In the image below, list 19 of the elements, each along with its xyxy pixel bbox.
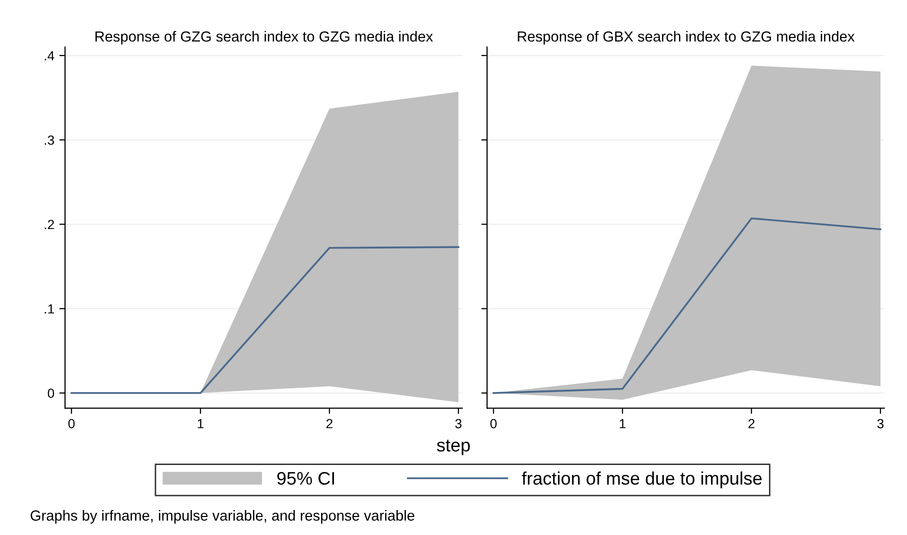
x-tick-label: 0 (68, 418, 75, 428)
x-tick-label: 3 (455, 418, 462, 428)
y-tick-label: .1 (44, 304, 54, 314)
x-tick-label: 1 (620, 419, 626, 428)
y-tick-label: .2 (44, 220, 54, 230)
y-tick-label: .4 (44, 51, 54, 60)
y-tick-label: 0 (48, 388, 54, 398)
x-axis-title: step (436, 440, 470, 456)
y-tick-label: .3 (44, 135, 54, 145)
text: 95% CI (277, 472, 334, 485)
text: Graphs by irfname, impulse variable, and response variable (30, 510, 414, 524)
x-tick-label: 1 (198, 419, 204, 428)
chart-title: Response of GBX search index to GZG media index (518, 30, 855, 45)
x-tick-label: 0 (490, 418, 497, 428)
x-tick-label: 2 (748, 418, 754, 428)
chart-title: Response of GZG search index to GZG media index (95, 30, 433, 45)
x-tick-label: 2 (326, 418, 332, 428)
text: fraction of mse due to impulse (522, 471, 762, 488)
x-tick-label: 3 (877, 418, 884, 428)
